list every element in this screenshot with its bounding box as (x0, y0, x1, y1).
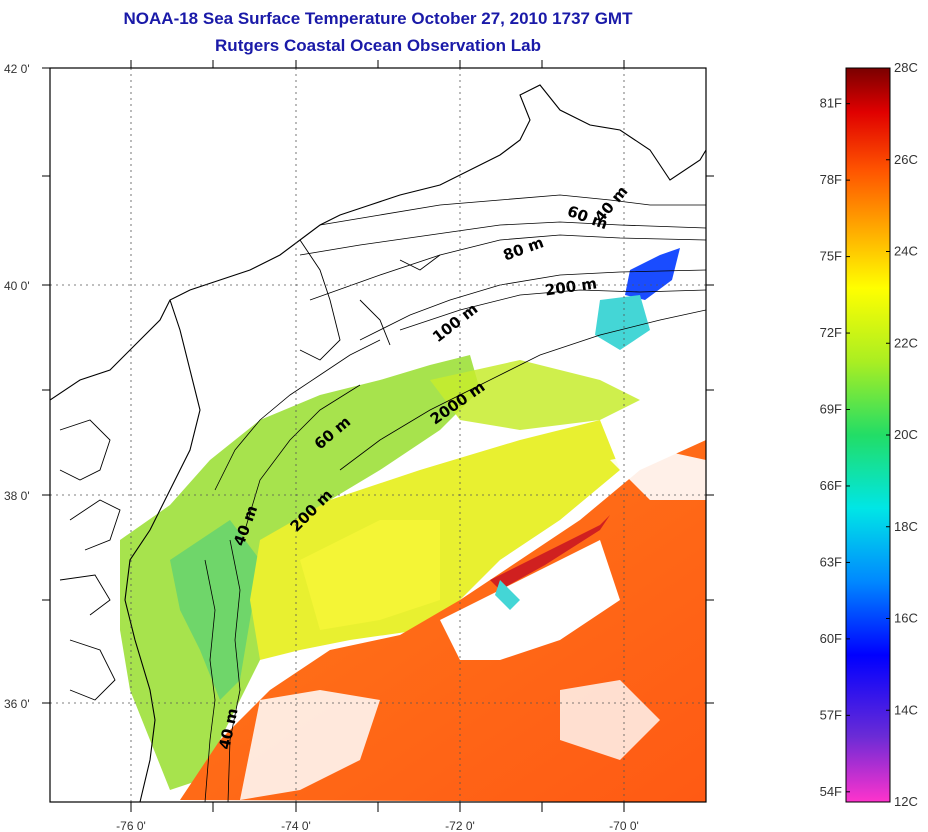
cloud-gap (240, 690, 380, 800)
contour-200m-south (227, 539, 241, 802)
coastline (124, 299, 201, 802)
cool-cyan-patch (495, 580, 520, 610)
lon-tick-label: -72 0' (445, 819, 475, 832)
colorbar-fahrenheit-label: 54F (820, 784, 842, 799)
contour-60m-south (214, 339, 381, 491)
shelf-water-region (120, 355, 480, 790)
colorbar-celsius-label: 24C (894, 244, 918, 259)
cold-patch (625, 248, 680, 300)
map-subtitle: Rutgers Coastal Ocean Observation Lab (215, 36, 541, 55)
lon-tick-label: -74 0' (281, 819, 311, 832)
contour-slope (244, 384, 361, 531)
estuary-shorelines (299, 239, 441, 361)
colorbar-fahrenheit-label: 60F (820, 631, 842, 646)
offshore-green-region (430, 360, 640, 430)
tick-marks (42, 60, 714, 812)
map-title: NOAA-18 Sea Surface Temperature October … (123, 9, 633, 28)
cloud-gap (440, 540, 620, 660)
contour-40m-south (204, 559, 216, 802)
graticule (50, 68, 706, 802)
warm-slope-region (300, 520, 440, 630)
lat-tick-label: 38 0' (4, 489, 30, 503)
cloud-gap (610, 450, 706, 500)
colorbar-ticks: 28C 26C 24C 22C 20C 18C 16C 14C 12C 81F 78F 75F 72F 6… (820, 60, 918, 809)
colorbar-celsius-label: 16C (894, 611, 918, 626)
warm-filament (490, 515, 610, 590)
colorbar-fahrenheit-label: 72F (820, 325, 842, 340)
colorbar-fahrenheit-label: 57F (820, 707, 842, 722)
colorbar-celsius-label: 20C (894, 427, 918, 442)
lon-tick-label: -70 0' (609, 819, 639, 832)
colorbar-celsius-label: 18C (894, 519, 918, 534)
lat-tick-label: 42 0' (4, 62, 30, 76)
colorbar-fahrenheit-label: 66F (820, 478, 842, 493)
cloud-gap (560, 680, 660, 760)
colorbar-celsius-label: 12C (894, 794, 918, 809)
colorbar-celsius-label: 14C (894, 702, 918, 717)
colorbar-fahrenheit-label: 75F (820, 249, 842, 264)
colorbar-fahrenheit-label: 69F (820, 402, 842, 417)
bay-shorelines (59, 419, 121, 701)
colorbar-celsius-label: 22C (894, 335, 918, 350)
colorbar-fahrenheit-label: 78F (820, 172, 842, 187)
contour-2000m (339, 309, 706, 471)
contour-60m (299, 221, 706, 256)
colorbar-celsius-label: 26C (894, 152, 918, 167)
lon-tick-label: -76 0' (116, 819, 146, 832)
colorbar-fahrenheit-label: 81F (820, 96, 842, 111)
colorbar-celsius-label: 28C (894, 60, 918, 75)
contour-40m (319, 194, 706, 226)
colorbar-gradient (845, 67, 891, 803)
contour-200m (399, 289, 706, 331)
temperature-colorbar: 28C 26C 24C 22C 20C 18C 16C 14C 12C 81F 78F 75F 72F 6… (820, 60, 918, 809)
cool-cyan-patch (595, 295, 650, 350)
colorbar-fahrenheit-label: 63F (820, 554, 842, 569)
lat-tick-label: 36 0' (4, 697, 30, 711)
contour-80m (309, 234, 706, 301)
coastline (50, 84, 706, 401)
lat-tick-label: 40 0' (4, 279, 30, 293)
sst-data-layer: 40 m 60 m 80 m 200 m 100 m 2000 m 60 m 2… (50, 68, 706, 802)
